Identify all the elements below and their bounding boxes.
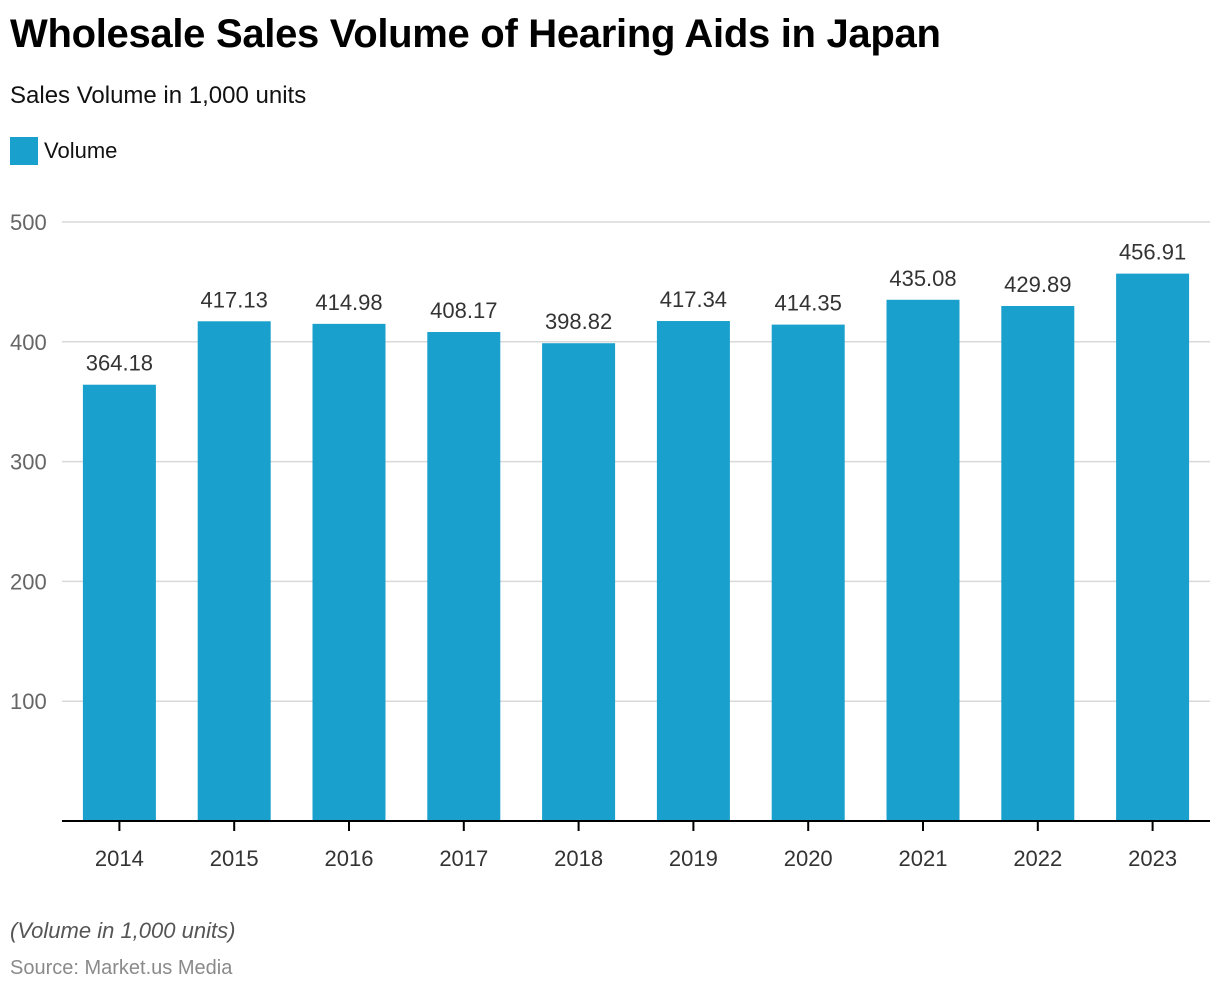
bar (542, 343, 616, 821)
y-tick-label: 200 (10, 569, 47, 594)
bar (1001, 305, 1075, 821)
bar (427, 332, 501, 821)
data-label: 435.08 (889, 266, 956, 291)
data-label: 414.35 (775, 291, 842, 316)
y-tick-label: 500 (10, 210, 47, 235)
y-tick-label: 100 (10, 689, 47, 714)
data-label: 456.91 (1119, 240, 1186, 265)
legend: Volume (10, 137, 117, 165)
bar (312, 323, 386, 821)
data-label: 417.13 (201, 287, 268, 312)
bar (656, 321, 730, 821)
x-tick-label: 2021 (899, 846, 948, 871)
chart-title: Wholesale Sales Volume of Hearing Aids i… (10, 12, 941, 56)
data-label: 417.34 (660, 287, 727, 312)
legend-swatch-volume (10, 137, 38, 165)
footnote: (Volume in 1,000 units) (10, 918, 236, 943)
x-tick-label: 2020 (784, 846, 833, 871)
data-label: 429.89 (1004, 272, 1071, 297)
bar (771, 324, 845, 821)
y-tick-label: 400 (10, 330, 47, 355)
x-tick-label: 2015 (210, 846, 259, 871)
source-label: Source: Market.us Media (10, 957, 233, 979)
x-tick-label: 2018 (554, 846, 603, 871)
data-label: 364.18 (86, 351, 153, 376)
bar (82, 384, 156, 821)
x-tick-label: 2014 (95, 846, 144, 871)
y-tick-label: 300 (10, 450, 47, 475)
bar (886, 299, 960, 821)
data-label: 408.17 (430, 298, 497, 323)
data-label: 414.98 (315, 290, 382, 315)
data-label: 398.82 (545, 309, 612, 334)
chart-subtitle: Sales Volume in 1,000 units (10, 82, 307, 109)
x-tick-label: 2016 (325, 846, 374, 871)
bar (1116, 273, 1190, 821)
x-tick-label: 2022 (1013, 846, 1062, 871)
x-tick-label: 2017 (439, 846, 488, 871)
bar (197, 321, 271, 821)
x-tick-label: 2019 (669, 846, 718, 871)
x-tick-label: 2023 (1128, 846, 1177, 871)
legend-label-volume: Volume (44, 138, 118, 163)
